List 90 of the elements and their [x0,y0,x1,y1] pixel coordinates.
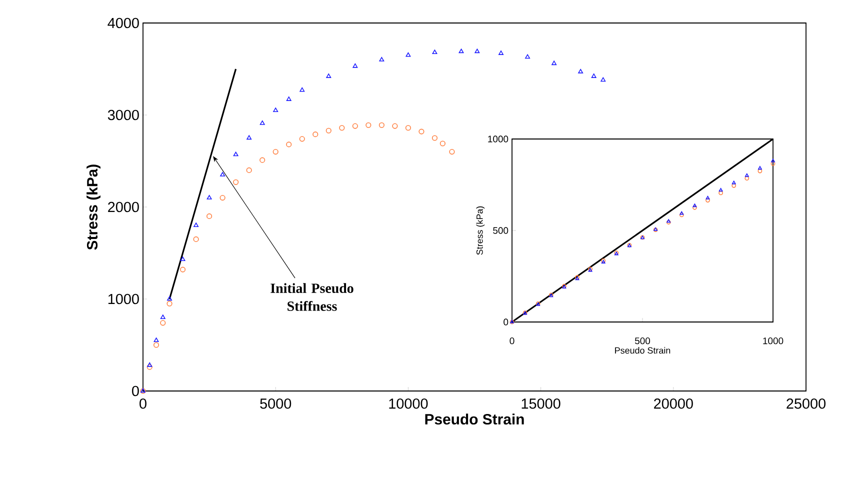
point [194,222,199,227]
y-axis-title: Stress (kPa) [476,206,485,255]
point [326,128,332,134]
x-tick-label: 25000 [786,398,826,409]
y-axis-title: Stress (kPa) [86,164,100,250]
point [770,162,776,166]
point [193,236,199,242]
point [706,198,710,202]
point [405,125,411,131]
point [233,179,239,185]
point [680,211,684,215]
point [260,157,266,163]
point [220,172,226,176]
point [366,122,372,128]
point [679,212,684,218]
point [474,48,480,54]
x-tick-label: 1000 [763,337,784,344]
y-tick-label: 2000 [108,202,139,212]
point [160,320,166,326]
y-tick-label: 4000 [108,18,139,28]
point [758,168,762,174]
point [498,50,504,55]
point [160,314,166,319]
x-tick-label: 0 [510,337,514,344]
x-tick-label: 20000 [654,398,693,409]
point [166,300,172,306]
point [147,362,152,367]
x-tick-label: 5000 [260,398,292,409]
point [552,60,557,66]
point [233,152,238,156]
point [706,196,710,200]
point [272,149,278,155]
point [406,52,411,57]
y-tick-label: 1000 [108,294,139,304]
x-axis-title: Pseudo Strain [425,414,524,425]
point [326,74,332,78]
point [300,87,305,92]
point [206,195,212,200]
point [692,204,697,208]
annotation: Initial Pseudo Stiffness [270,283,354,311]
point [758,166,762,170]
point [379,57,384,62]
x-tick-label: 500 [634,337,650,344]
point [246,167,252,173]
x-axis-title: Pseudo Strain [615,347,670,354]
point [220,195,226,201]
point [432,135,438,141]
y-tick-label: 1000 [488,136,508,142]
point [180,266,186,272]
point [167,296,172,301]
y-tick-label: 0 [504,318,508,326]
point [718,188,723,192]
point [600,77,606,82]
point [352,123,358,129]
point [418,128,424,134]
point [286,142,292,148]
point [449,149,455,155]
point [153,342,160,348]
point [378,122,384,128]
x-tick-label: 15000 [522,398,560,409]
point [146,364,152,370]
x-tick-label: 10000 [389,398,428,409]
point [440,140,446,146]
point [286,96,292,101]
point [525,54,530,59]
point [339,125,345,131]
point [692,205,697,210]
point [591,74,596,78]
point [180,256,186,262]
point [312,132,318,138]
y-tick-label: 3000 [108,110,139,120]
point [246,135,252,140]
y-tick-label: 0 [132,386,139,396]
point [744,173,749,177]
point [299,136,305,142]
point [392,123,398,129]
point [578,68,584,74]
point [744,176,750,181]
x-tick-label: 0 [140,398,146,409]
point [260,120,265,125]
point [154,338,159,342]
point [771,158,775,162]
point [352,63,358,68]
point [206,213,212,219]
point [718,190,723,196]
point [432,50,438,54]
point [732,180,736,184]
point [458,48,464,54]
y-tick-label: 500 [493,227,508,234]
point [273,108,278,112]
